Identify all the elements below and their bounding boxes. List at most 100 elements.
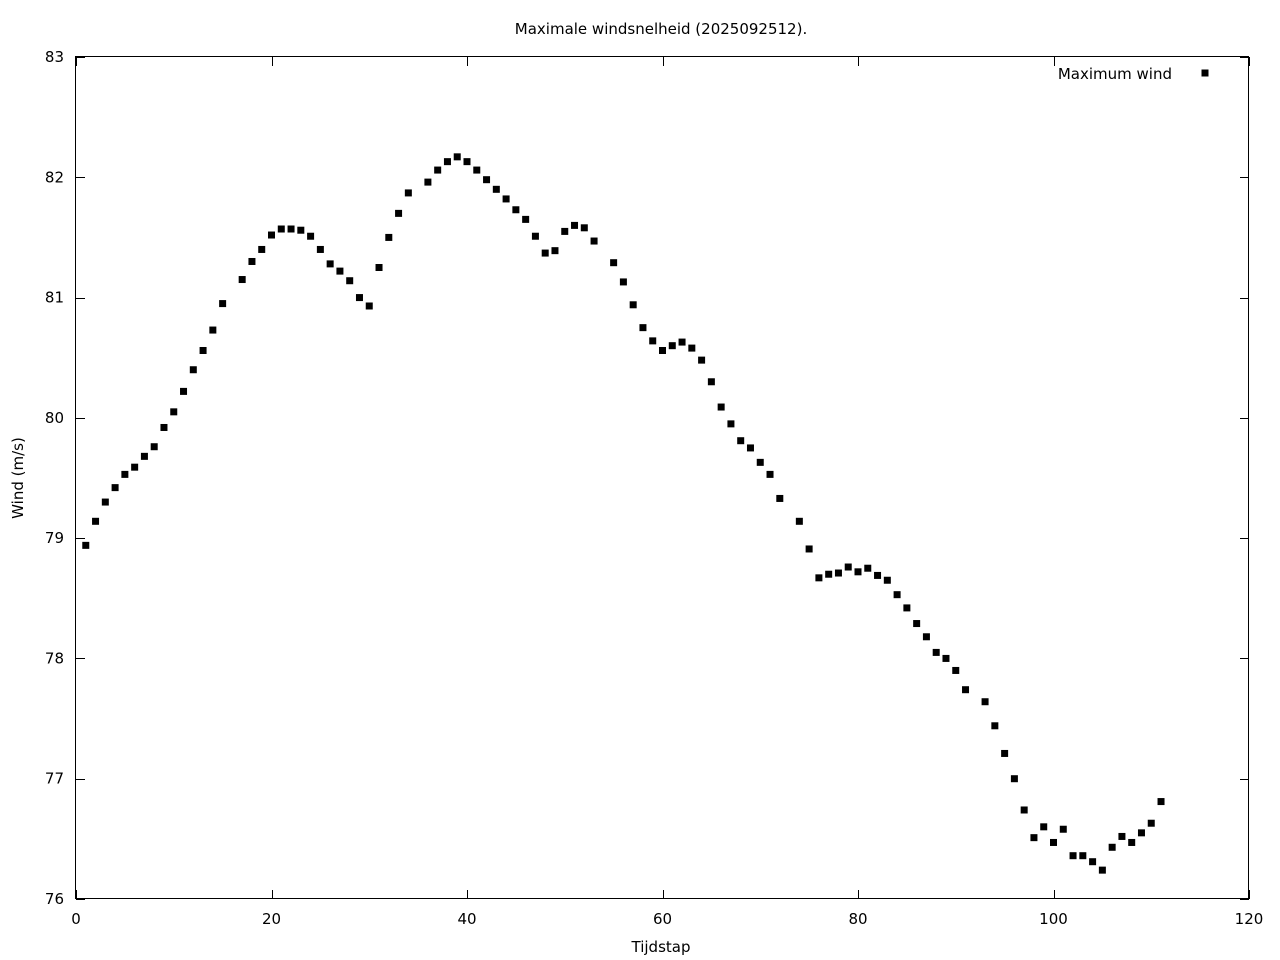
- data-point: [561, 227, 569, 235]
- y-tick-label: 76: [45, 890, 64, 908]
- data-point: [844, 563, 852, 571]
- data-point: [678, 338, 686, 346]
- data-point: [287, 225, 295, 233]
- y-tick-label: 80: [45, 409, 64, 427]
- data-point: [1001, 749, 1009, 757]
- data-point: [766, 470, 774, 478]
- data-point: [502, 195, 510, 203]
- data-point: [512, 206, 520, 214]
- data-point: [268, 231, 275, 239]
- data-point: [1147, 819, 1155, 827]
- data-point: [962, 686, 970, 694]
- data-point: [297, 226, 305, 234]
- data-point: [140, 452, 148, 460]
- data-point: [209, 326, 217, 334]
- data-point: [629, 301, 637, 309]
- data-point: [1069, 852, 1077, 860]
- data-point: [180, 387, 188, 395]
- data-point: [727, 420, 735, 428]
- y-tick-label: 79: [45, 529, 64, 547]
- y-tick-label: 81: [45, 289, 64, 307]
- x-tick-label: 100: [1039, 910, 1068, 928]
- data-point: [395, 209, 403, 217]
- data-point: [1040, 823, 1048, 831]
- data-point: [707, 378, 715, 386]
- data-point: [883, 576, 891, 584]
- data-point: [991, 722, 999, 730]
- data-point: [590, 237, 598, 245]
- data-point: [424, 178, 432, 186]
- data-point: [404, 189, 412, 197]
- data-point: [385, 233, 393, 241]
- data-point: [170, 408, 178, 416]
- data-point: [101, 498, 109, 506]
- data-point: [307, 232, 315, 240]
- data-point: [150, 443, 158, 451]
- data-point: [473, 166, 481, 174]
- data-point: [580, 224, 588, 232]
- data-point: [1089, 858, 1097, 866]
- data-point: [932, 648, 940, 656]
- data-point: [238, 276, 246, 284]
- data-point: [316, 245, 324, 253]
- data-point: [981, 698, 989, 706]
- legend: Maximum wind: [1058, 65, 1209, 83]
- data-point: [737, 437, 745, 445]
- data-point: [952, 666, 960, 674]
- data-point: [189, 366, 197, 374]
- y-tick-label: 77: [45, 770, 64, 788]
- data-point: [834, 569, 842, 577]
- data-point: [717, 403, 725, 411]
- x-axis: 0 20 40 60 80 100 120: [71, 57, 1263, 928]
- data-point: [443, 158, 451, 166]
- data-point: [815, 574, 823, 582]
- data-point: [1137, 829, 1145, 837]
- data-point: [854, 568, 862, 576]
- data-point: [326, 260, 334, 268]
- x-tick-label: 120: [1235, 910, 1264, 928]
- data-point: [649, 337, 657, 345]
- data-point: [121, 470, 129, 478]
- data-point: [131, 463, 139, 471]
- data-point: [571, 221, 579, 229]
- data-point: [219, 300, 227, 308]
- x-tick-label: 60: [653, 910, 672, 928]
- data-point: [92, 517, 100, 525]
- data-point: [434, 166, 442, 174]
- data-point: [258, 245, 266, 253]
- x-tick-label: 40: [457, 910, 476, 928]
- data-point: [610, 259, 618, 267]
- data-point: [453, 153, 461, 161]
- data-point: [248, 257, 256, 265]
- y-axis: 76 77 78 79 80 81 82 83: [45, 48, 1249, 908]
- data-point: [746, 444, 754, 452]
- data-point: [1050, 838, 1057, 846]
- data-point: [922, 633, 930, 641]
- data-point: [893, 591, 901, 599]
- plot-frame: [75, 56, 1249, 899]
- data-point: [375, 264, 383, 271]
- data-point: [942, 654, 950, 662]
- data-point: [1030, 834, 1038, 842]
- data-point: [1128, 838, 1136, 846]
- data-point: [776, 494, 784, 502]
- data-point: [346, 277, 354, 285]
- data-point: [619, 278, 627, 286]
- data-point: [1157, 798, 1165, 806]
- x-tick-label: 0: [71, 910, 81, 928]
- data-point: [825, 570, 833, 578]
- data-point: [1010, 775, 1018, 783]
- data-point: [531, 232, 539, 240]
- x-tick-label: 20: [262, 910, 281, 928]
- data-point: [551, 247, 559, 255]
- x-axis-title: Tijdstap: [631, 938, 691, 956]
- data-point: [688, 344, 696, 352]
- y-axis-title: Wind (m/s): [9, 437, 27, 519]
- y-tick-label: 78: [45, 649, 64, 667]
- data-point: [1020, 806, 1028, 814]
- data-point: [160, 423, 168, 431]
- y-tick-label: 82: [45, 168, 64, 186]
- data-points: [82, 153, 1165, 874]
- data-point: [463, 158, 471, 166]
